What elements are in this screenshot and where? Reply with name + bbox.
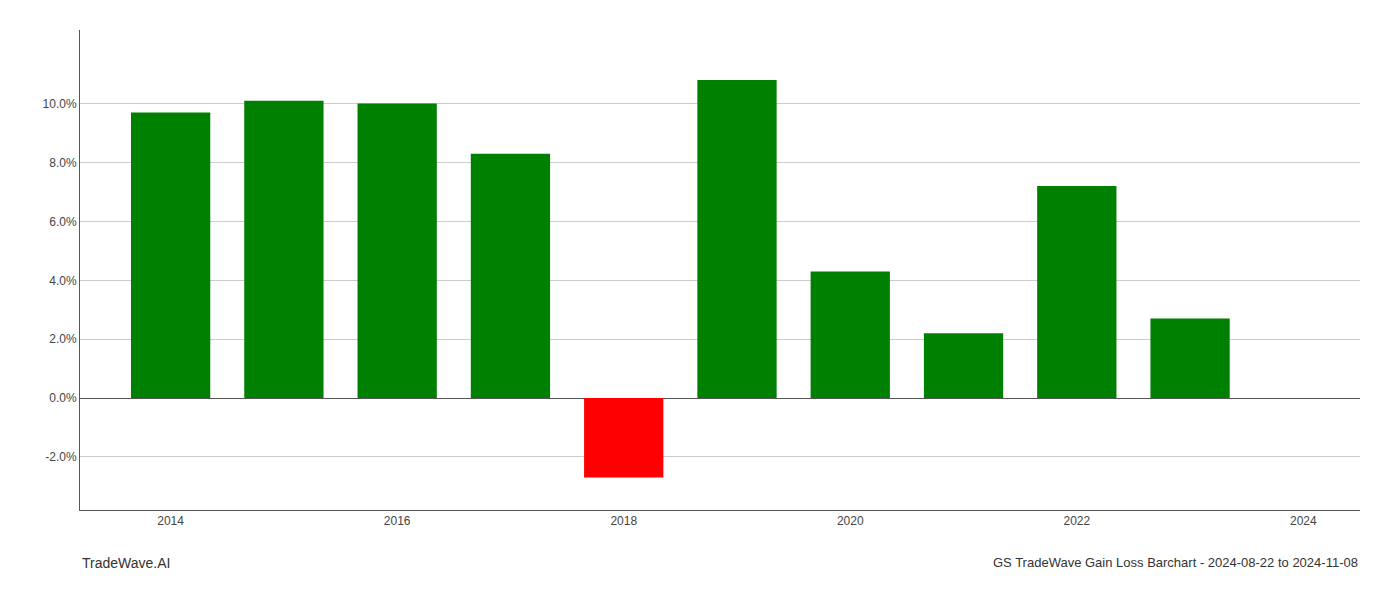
svg-text:2014: 2014 [157, 514, 184, 528]
svg-text:2016: 2016 [384, 514, 411, 528]
svg-text:TradeWave.AI: TradeWave.AI [82, 555, 170, 571]
svg-text:2.0%: 2.0% [49, 332, 77, 346]
svg-text:2022: 2022 [1063, 514, 1090, 528]
svg-text:10.0%: 10.0% [43, 97, 77, 111]
svg-text:8.0%: 8.0% [49, 156, 77, 170]
svg-text:2020: 2020 [837, 514, 864, 528]
svg-text:2024: 2024 [1290, 514, 1317, 528]
svg-text:6.0%: 6.0% [49, 215, 77, 229]
svg-text:-2.0%: -2.0% [45, 450, 77, 464]
svg-text:GS TradeWave Gain Loss Barchar: GS TradeWave Gain Loss Barchart - 2024-0… [993, 555, 1358, 570]
svg-text:0.0%: 0.0% [49, 391, 77, 405]
svg-text:2018: 2018 [610, 514, 637, 528]
svg-text:4.0%: 4.0% [49, 274, 77, 288]
